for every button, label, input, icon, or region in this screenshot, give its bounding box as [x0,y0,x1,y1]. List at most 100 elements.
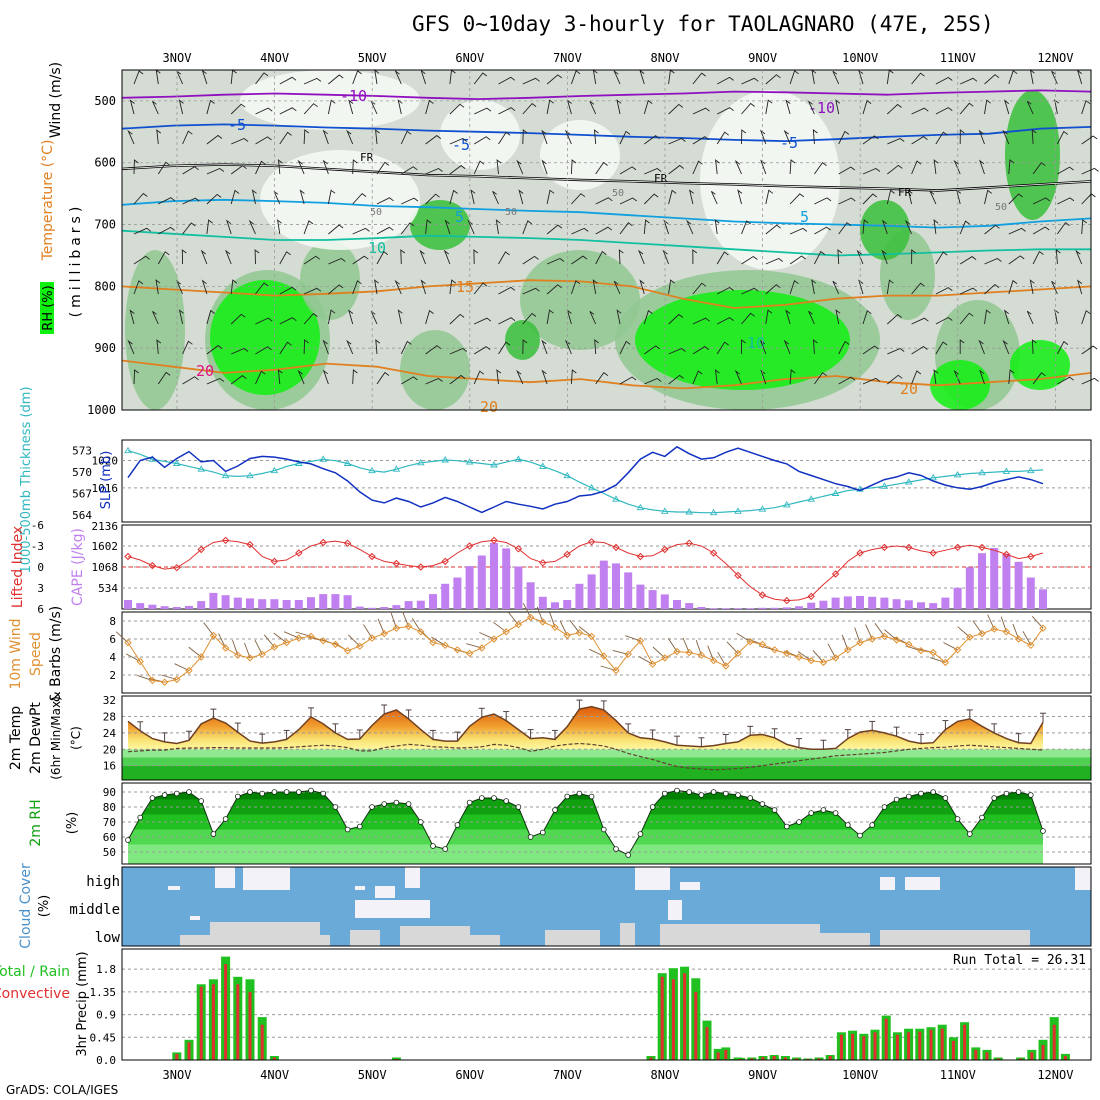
cape-bar [856,596,864,609]
wind-speed-point [844,646,852,654]
li-point [490,536,498,545]
rh-point [808,810,814,816]
rh-point [417,819,424,825]
upper-wind-barb [662,249,670,265]
upper-wind-barb [1002,129,1010,145]
contour-label: FR [898,186,912,199]
rh-point [161,792,168,798]
rh-point [881,804,888,810]
upper-wind-barb [789,255,806,265]
cloud-clear-gap [405,867,420,888]
cape-bar [648,590,657,609]
upper-wind-barb [838,130,850,145]
upper-wind-barb [765,284,781,295]
rh-point [1015,789,1022,795]
upper-wind-barb [279,107,297,115]
cape-bar [624,572,633,609]
contour-label: 15 [456,278,474,296]
wind-speed-point [160,678,169,686]
contour-label: FR [360,151,374,164]
upper-wind-barb [759,129,767,145]
slp-tick-label: 1020 [92,455,119,468]
cape-bar [551,602,559,609]
rh-point [222,816,229,822]
cape-bar [160,606,169,609]
upper-wind-barb [226,219,232,235]
upper-wind-barb [929,190,937,205]
upper-wind-barb [613,280,621,295]
upper-wind-barb [984,189,992,205]
slp-line [127,445,1044,514]
upper-wind-barb [498,286,516,295]
thickness-point [343,459,352,466]
upper-wind-barb [814,226,831,235]
upper-wind-barb [886,279,894,295]
upper-wind-barb [156,339,162,355]
cape-bar [1026,577,1035,609]
rh-shading-9 [300,240,360,320]
cape-bar [990,548,999,609]
rh-point [503,798,510,804]
li-point [514,545,523,553]
upper-wind-barb [959,129,965,145]
isotherm-line [121,89,1092,101]
temp-tick-label: 24 [103,727,117,740]
precip-conv-bar [851,1033,855,1060]
wind-tick-label: 2 [109,669,116,682]
upper-wind-barb [182,340,193,355]
upper-wind-barb [1026,100,1034,115]
upper-wind-barb [254,249,260,265]
wind-speed-point [356,642,364,650]
upper-wind-barb [887,347,905,355]
rh-point [686,789,692,795]
isotherm-line [121,229,1091,257]
thickness-point [1002,467,1011,474]
rh-point [247,789,253,795]
upper-wind-barb [328,74,344,85]
upper-wind-barb [812,339,818,355]
upper-wind-barb [297,159,305,175]
upper-wind-barb [1003,309,1010,325]
wind-speed-point [966,633,974,641]
upper-wind-barb [522,102,537,115]
wind-barb [273,632,287,643]
upper-wind-barb [835,99,841,115]
upper-wind-barb [129,99,135,115]
precip-conv-bar [783,1057,787,1060]
rh-dry-3 [540,120,620,190]
upper-wind-barb [1054,99,1060,115]
upper-wind-barb [862,135,879,145]
upper-air-panel: 500 600 700 800 900 1000 -10 -10 -5 -5 -5 FR FR FR 5 5 1… [40,62,1099,417]
precip-conv-bar [716,1052,720,1060]
thickness-ylabel: 1000-500mb Thickness (dm) [19,386,34,573]
wind-barb [203,622,214,636]
rh-line [127,789,1044,856]
upper-wind-barb [255,136,272,145]
wind-barb [578,626,592,637]
upper-wind-barb [935,251,948,265]
upper-wind-barb [1008,369,1015,385]
upper-wind-barb [348,309,354,325]
cape-bar [685,603,694,609]
thickness-point [539,462,547,469]
rh-point [466,799,473,806]
temp-panel: 32 28 24 20 16 2m Temp 2m DewPt (6hr Min/Max) (°… [8,694,1092,781]
bottom-day-label: 5NOV [358,1068,387,1082]
wind-speed-point [685,648,693,657]
upper-wind-barb [911,370,922,385]
wind-barb [972,620,983,634]
thickness-point [514,455,523,462]
wind-speed-line [127,616,1044,683]
rh-legend-swatch [40,282,54,334]
wind-speed-point [587,632,596,641]
upper-wind-barb [541,369,548,385]
upper-wind-barb [328,224,344,235]
upper-wind-barb [133,192,148,205]
li-point [368,552,376,561]
rh-point [344,826,351,833]
bottom-day-label: 12NOV [1037,1068,1073,1082]
wind-speed-point [282,638,291,647]
upper-wind-barb [443,249,451,265]
li-point [246,540,254,549]
cape-bar [819,600,828,609]
